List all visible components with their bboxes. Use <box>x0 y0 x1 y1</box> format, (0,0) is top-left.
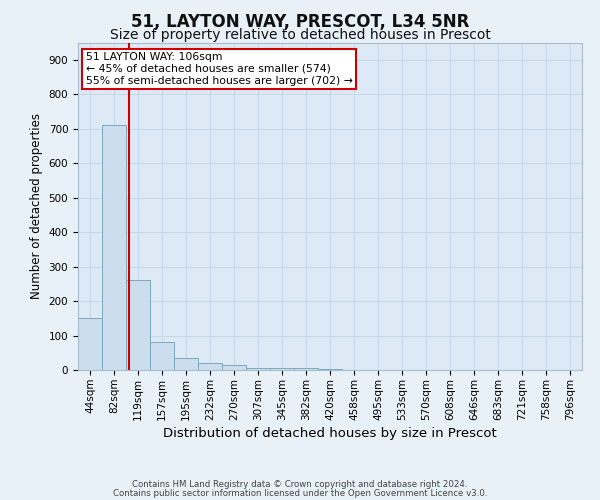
Text: 51, LAYTON WAY, PRESCOT, L34 5NR: 51, LAYTON WAY, PRESCOT, L34 5NR <box>131 12 469 30</box>
Bar <box>222 365 246 370</box>
Bar <box>294 368 318 370</box>
Text: Contains public sector information licensed under the Open Government Licence v3: Contains public sector information licen… <box>113 490 487 498</box>
X-axis label: Distribution of detached houses by size in Prescot: Distribution of detached houses by size … <box>163 426 497 440</box>
Bar <box>270 368 294 370</box>
Text: Size of property relative to detached houses in Prescot: Size of property relative to detached ho… <box>110 28 490 42</box>
Bar <box>198 363 222 370</box>
Text: Contains HM Land Registry data © Crown copyright and database right 2024.: Contains HM Land Registry data © Crown c… <box>132 480 468 489</box>
Y-axis label: Number of detached properties: Number of detached properties <box>30 114 43 299</box>
Bar <box>246 368 270 370</box>
Bar <box>78 318 102 370</box>
Bar <box>126 280 150 370</box>
Bar <box>102 125 126 370</box>
Bar <box>174 358 198 370</box>
Bar <box>150 342 174 370</box>
Text: 51 LAYTON WAY: 106sqm
← 45% of detached houses are smaller (574)
55% of semi-det: 51 LAYTON WAY: 106sqm ← 45% of detached … <box>86 52 352 86</box>
